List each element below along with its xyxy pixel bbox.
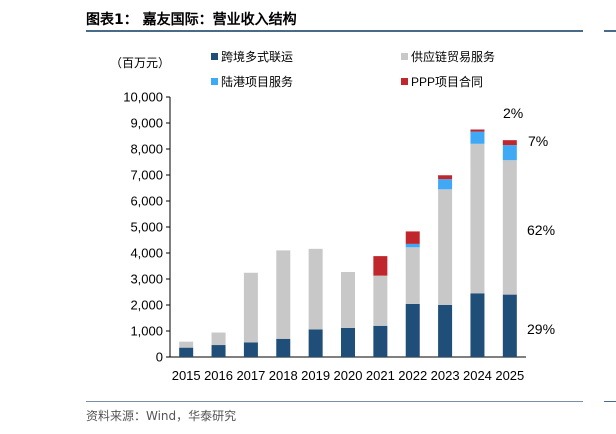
bar-segment <box>405 247 420 304</box>
unit-label: （百万元） <box>110 56 170 70</box>
y-tick-label: 1,000 <box>130 324 163 339</box>
y-tick-label: 6,000 <box>130 194 163 209</box>
x-tick-label: 2019 <box>301 368 330 383</box>
bar-segment <box>470 293 485 357</box>
share-annotation: 7% <box>528 133 548 149</box>
bar-segment <box>341 327 355 357</box>
legend-swatch <box>401 78 408 85</box>
bar-segment <box>405 243 420 248</box>
share-annotation: 62% <box>527 222 555 238</box>
y-tick-label: 4,000 <box>130 246 163 261</box>
bar-segment <box>373 325 388 357</box>
bar-segment <box>470 143 485 294</box>
bar-segment <box>211 332 226 346</box>
source-note: 资料来源：Wind，华泰研究 <box>86 409 237 423</box>
bar-segment <box>179 341 194 348</box>
legend-label: 供应链贸易服务 <box>411 49 495 64</box>
y-tick-label: 9,000 <box>130 116 163 131</box>
bar-segment <box>373 256 388 276</box>
bar-segment <box>211 345 226 357</box>
bar-segment <box>502 160 517 295</box>
y-tick-label: 8,000 <box>130 142 163 157</box>
adjacent-panel-rule <box>604 30 616 32</box>
x-tick-label: 2022 <box>398 368 427 383</box>
bar-segment <box>470 131 485 144</box>
y-tick-label: 3,000 <box>130 272 163 287</box>
bar-segment <box>179 347 194 357</box>
legend-swatch <box>211 78 218 85</box>
annotations: 2% 7% 62% 29% <box>503 105 555 337</box>
legend-label: 陆港项目服务 <box>221 74 293 89</box>
figure-title: 图表1： 嘉友国际：营业收入结构 <box>86 12 297 28</box>
axes: 0 1,000 2,000 3,000 4,000 5,000 6,000 7,000 8,00… <box>123 90 526 383</box>
x-tick-label: 2018 <box>269 368 298 383</box>
legend-swatch <box>401 53 408 60</box>
share-annotation: 29% <box>527 321 555 337</box>
bar-segment <box>405 303 420 357</box>
x-tick-label: 2015 <box>172 368 201 383</box>
x-tick-label: 2021 <box>366 368 395 383</box>
y-tick-label: 10,000 <box>123 90 163 105</box>
bar-segment <box>502 145 517 161</box>
y-tick-label: 2,000 <box>130 298 163 313</box>
x-tick-label: 2023 <box>431 368 460 383</box>
bar-segment <box>438 189 453 305</box>
bar-segment <box>243 272 258 343</box>
y-tick-label: 7,000 <box>130 168 163 183</box>
bar-segment <box>243 342 258 357</box>
title-underline <box>86 30 583 32</box>
adjacent-panel-footer-rule <box>604 401 616 402</box>
bar-segment <box>438 305 453 357</box>
footer-rule <box>86 401 583 402</box>
bar-segment <box>276 338 291 357</box>
bar-segment <box>470 129 485 132</box>
x-tick-label: 2020 <box>334 368 363 383</box>
y-tick-label: 0 <box>156 350 163 365</box>
x-tick-label: 2025 <box>495 368 524 383</box>
bar-segment <box>438 179 453 190</box>
x-tick-label: 2017 <box>236 368 265 383</box>
bar-segment <box>502 294 517 357</box>
bars <box>179 129 517 357</box>
share-annotation: 2% <box>503 105 523 121</box>
legend-swatch <box>211 53 218 60</box>
x-tick-label: 2024 <box>463 368 492 383</box>
legend-label: PPP项目合同 <box>411 74 483 89</box>
x-tick-label: 2016 <box>204 368 233 383</box>
bar-segment <box>276 250 291 339</box>
bar-segment <box>308 329 323 357</box>
y-tick-label: 5,000 <box>130 220 163 235</box>
bar-segment <box>405 231 420 244</box>
legend-label: 跨境多式联运 <box>221 49 293 64</box>
bar-segment <box>502 140 517 146</box>
bar-segment <box>373 275 388 326</box>
bar-segment <box>438 175 453 180</box>
bar-segment <box>341 271 355 328</box>
bar-segment <box>308 248 323 330</box>
